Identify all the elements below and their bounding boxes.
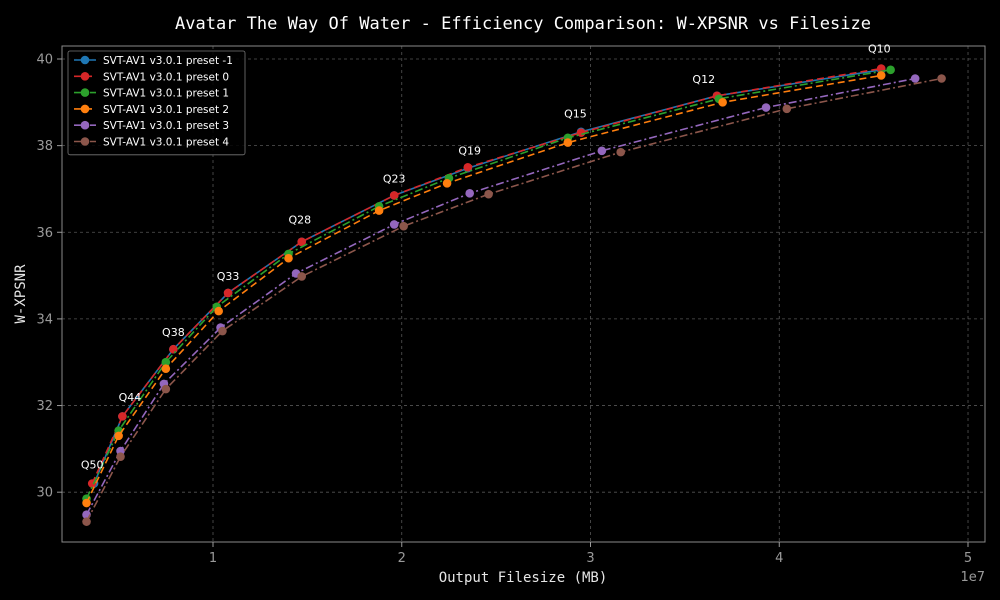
- x-tick-label: 1: [209, 551, 217, 566]
- plot-area: 1 2 3 4 5303234363840Q10Q12Q15Q19Q23Q28Q33Q3…: [36, 42, 986, 566]
- legend-marker: [80, 137, 90, 146]
- data-point: [465, 188, 475, 198]
- data-point: [284, 253, 293, 263]
- series-line: [85, 77, 942, 522]
- x-axis-label: Output Filesize (MB): [439, 570, 608, 586]
- y-tick-label: 30: [36, 486, 53, 501]
- legend-box: [67, 50, 246, 156]
- data-point: [389, 220, 399, 229]
- quality-annotation: Q23: [383, 172, 406, 185]
- data-point: [297, 237, 307, 247]
- data-point: [399, 221, 408, 231]
- data-point: [214, 306, 223, 316]
- data-point: [886, 65, 895, 75]
- data-point: [118, 412, 127, 421]
- legend-label: SVT-AV1 v3.0.1 preset -1: [103, 55, 233, 67]
- data-point: [218, 326, 227, 336]
- quality-annotation: Q12: [692, 73, 715, 86]
- data-point: [910, 74, 920, 83]
- data-point: [297, 272, 307, 281]
- legend-label: SVT-AV1 v3.0.1 preset 2: [103, 104, 229, 116]
- legend-marker: [80, 120, 90, 130]
- series-line: [91, 67, 882, 484]
- chart-title: Avatar The Way Of Water - Efficiency Com…: [175, 14, 871, 34]
- data-point: [389, 191, 399, 200]
- data-point: [442, 179, 452, 188]
- x-tick-label: 2: [398, 551, 406, 566]
- x-axis-offset-label: 1e7: [960, 570, 985, 585]
- data-point: [223, 288, 233, 298]
- series-line: [85, 74, 882, 504]
- quality-annotation: Q28: [289, 214, 312, 227]
- legend-marker: [80, 88, 90, 97]
- data-point: [597, 146, 607, 156]
- quality-annotation: Q44: [119, 391, 142, 404]
- data-point: [616, 147, 626, 157]
- quality-annotation: Q33: [217, 270, 240, 283]
- y-axis-label: W-XPSNR: [13, 264, 29, 324]
- x-tick-label: 3: [586, 551, 594, 566]
- series-3: [82, 71, 886, 508]
- data-point: [161, 384, 171, 394]
- data-point: [161, 357, 171, 367]
- data-point: [82, 498, 91, 508]
- series-line: [85, 69, 891, 500]
- data-point: [116, 452, 125, 461]
- data-point: [82, 517, 91, 526]
- data-point: [169, 344, 178, 354]
- series-4: [82, 74, 920, 520]
- series-5: [82, 74, 946, 526]
- y-tick-label: 38: [36, 139, 53, 154]
- legend-label: SVT-AV1 v3.0.1 preset 4: [103, 137, 229, 149]
- data-point: [114, 431, 123, 441]
- quality-annotation: Q15: [564, 107, 587, 120]
- y-tick-label: 36: [36, 226, 53, 241]
- legend-label: SVT-AV1 v3.0.1 preset 0: [103, 71, 229, 83]
- legend-label: SVT-AV1 v3.0.1 preset 1: [103, 88, 229, 100]
- x-tick-label: 5: [964, 551, 972, 566]
- legend-label: SVT-AV1 v3.0.1 preset 3: [103, 120, 229, 132]
- data-point: [161, 364, 171, 374]
- quality-annotation: Q38: [162, 326, 185, 339]
- legend-marker: [80, 104, 90, 114]
- quality-annotation: Q19: [458, 144, 481, 157]
- data-point: [576, 128, 586, 137]
- data-point: [463, 162, 473, 172]
- data-point: [484, 189, 493, 199]
- legend-marker: [80, 72, 90, 81]
- legend: SVT-AV1 v3.0.1 preset -1 SVT-AV1 v3.0.1 p…: [67, 50, 246, 156]
- data-point: [563, 138, 573, 147]
- quality-annotation: Q10: [868, 42, 891, 55]
- y-tick-label: 40: [36, 52, 53, 67]
- data-point: [937, 74, 946, 83]
- plot-frame: [61, 45, 986, 543]
- data-point: [374, 206, 384, 215]
- series-line: [85, 77, 916, 516]
- y-tick-label: 34: [36, 312, 53, 327]
- quality-annotation: Q50: [81, 458, 104, 471]
- y-tick-label: 32: [36, 399, 53, 414]
- x-tick-label: 4: [775, 551, 783, 566]
- data-point: [782, 104, 792, 114]
- data-point: [718, 98, 727, 107]
- data-point: [876, 71, 886, 80]
- data-point: [761, 103, 771, 112]
- legend-marker: [80, 55, 90, 65]
